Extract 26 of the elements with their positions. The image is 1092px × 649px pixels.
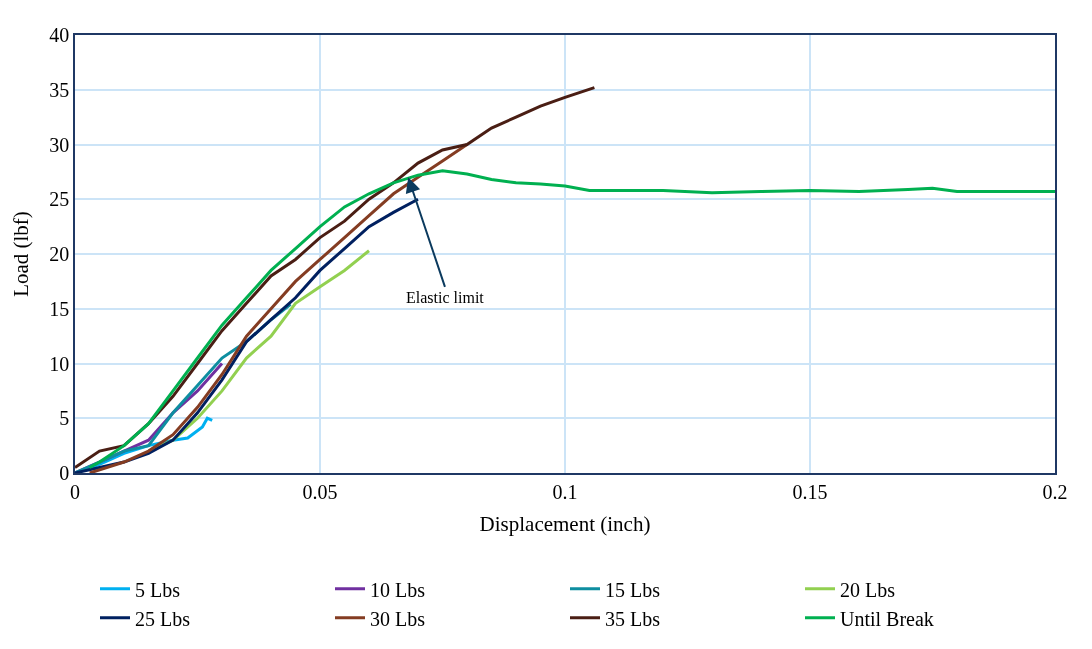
legend-label: 10 Lbs	[370, 578, 426, 601]
y-tick-label: 0	[59, 462, 70, 484]
x-tick-label: 0.2	[1042, 480, 1068, 503]
legend-label: 30 Lbs	[370, 607, 426, 630]
x-tick-label: 0.1	[552, 480, 578, 503]
legend-label: 20 Lbs	[840, 578, 896, 601]
y-tick-label: 25	[49, 188, 70, 211]
y-tick-label: 20	[49, 243, 70, 265]
y-axis-title: Load (lbf)	[8, 211, 33, 297]
legend-label: 5 Lbs	[135, 578, 181, 601]
legend-label: 15 Lbs	[605, 578, 661, 601]
legend-label: 35 Lbs	[605, 607, 661, 630]
y-tick-label: 40	[49, 24, 70, 46]
legend-label: Until Break	[840, 607, 934, 630]
legend-label: 25 Lbs	[135, 607, 191, 630]
y-tick-label: 35	[49, 78, 70, 101]
annotation: Elastic limit	[406, 289, 485, 306]
x-tick-label: 0.05	[302, 480, 338, 503]
y-tick-label: 30	[49, 133, 70, 156]
y-tick-label: 10	[49, 352, 70, 375]
line-series	[75, 86, 596, 470]
x-axis-title: Displacement (inch)	[479, 512, 651, 537]
y-tick-label: 15	[49, 297, 70, 320]
y-tick-label: 5	[59, 407, 70, 430]
x-tick-label: 0.15	[792, 480, 828, 503]
line-series	[88, 169, 1055, 470]
